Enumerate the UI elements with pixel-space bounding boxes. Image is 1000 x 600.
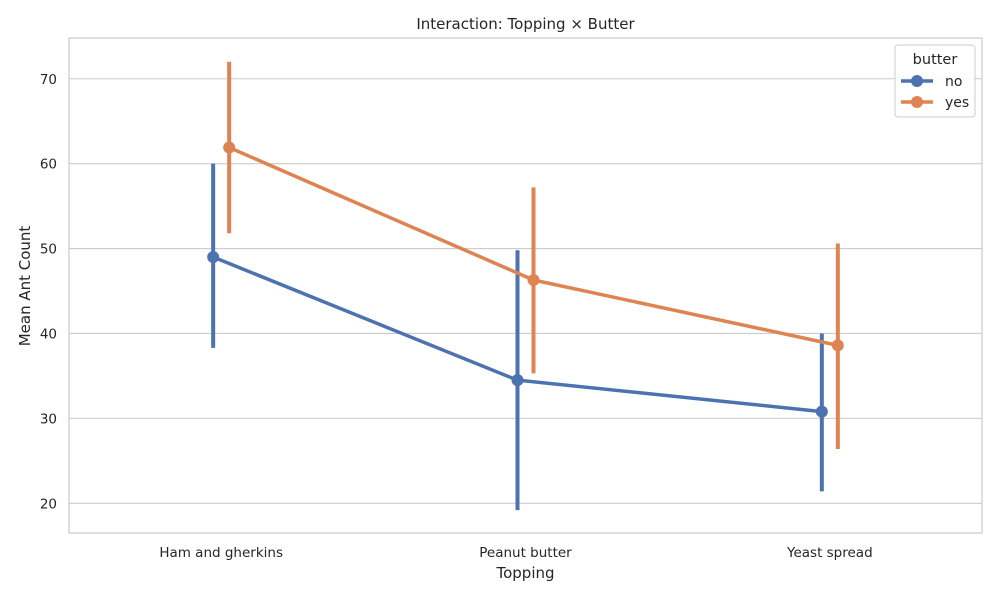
legend-label-no: no — [945, 74, 962, 90]
y-tick-label: 60 — [40, 157, 57, 173]
series-layer — [207, 61, 844, 511]
legend-title: butter — [913, 52, 958, 68]
legend-label-yes: yes — [945, 95, 969, 111]
legend-marker-yes — [911, 96, 923, 108]
x-tick-labels: Ham and gherkins Peanut butter Yeast sprea… — [159, 545, 872, 561]
x-tick-label: Yeast spread — [786, 545, 873, 561]
data-point — [831, 339, 844, 352]
y-tick-label: 50 — [40, 242, 57, 258]
y-tick-label: 20 — [40, 496, 57, 512]
y-axis-label: Mean Ant Count — [16, 226, 34, 347]
series-yes — [223, 61, 844, 449]
y-tick-label: 40 — [40, 326, 57, 342]
x-axis-label: Topping — [495, 564, 554, 582]
data-point — [815, 405, 828, 418]
series-no — [207, 163, 828, 511]
grid-lines — [69, 78, 982, 504]
data-point — [207, 251, 220, 264]
y-tick-label: 30 — [40, 411, 57, 427]
x-tick-label: Peanut butter — [479, 545, 572, 561]
data-point — [223, 141, 236, 154]
y-tick-label: 70 — [40, 72, 57, 88]
data-point — [527, 273, 540, 286]
x-tick-label: Ham and gherkins — [159, 545, 283, 561]
data-point — [511, 374, 524, 387]
legend-marker-no — [911, 75, 923, 87]
y-tick-labels: 20 30 40 50 60 70 — [40, 72, 57, 513]
plot-area — [68, 37, 983, 534]
legend: butter no yes — [894, 44, 976, 118]
chart-title: Interaction: Topping × Butter — [416, 15, 635, 33]
